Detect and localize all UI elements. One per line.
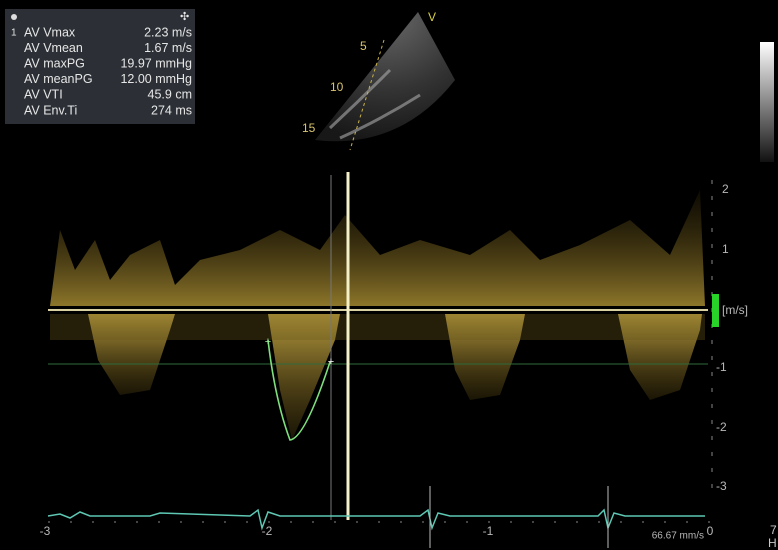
- measure-label: AV meanPG: [24, 72, 93, 86]
- trace-marker: +: [265, 336, 271, 348]
- measure-value: 19.97 mmHg: [120, 56, 192, 70]
- measure-value: 1.67 m/s: [144, 41, 192, 55]
- doppler-spectrum: + +: [48, 172, 708, 520]
- measure-label: AV Vmean: [24, 41, 83, 55]
- depth-label: 15: [302, 121, 316, 135]
- measure-value: 12.00 mmHg: [120, 72, 192, 86]
- unit-label: [m/s]: [722, 303, 748, 317]
- grayscale-bar: [760, 42, 774, 162]
- tick-label: -1: [716, 360, 727, 374]
- measure-label: AV Vmax: [24, 25, 76, 39]
- tick-label: 2: [722, 182, 729, 196]
- tick-label: 1: [722, 242, 729, 256]
- measure-label: AV VTI: [24, 88, 63, 102]
- measure-value: 45.9 cm: [148, 88, 192, 102]
- tick-label: -3: [716, 479, 727, 493]
- baseline-handle[interactable]: [712, 294, 719, 327]
- ultrasound-screen: ✣ 1 AV Vmax 2.23 m/s AV Vmean 1.67 m/s AV ma…: [0, 0, 778, 550]
- edge-label: H: [768, 536, 777, 550]
- velocity-axis: 2 1 [m/s] -1 -2 -3: [712, 180, 748, 500]
- measurement-panel: ✣ 1 AV Vmax 2.23 m/s AV Vmean 1.67 m/s AV ma…: [5, 9, 195, 124]
- forward-flow: [50, 190, 705, 306]
- tick-label: -3: [40, 524, 51, 538]
- sweep-speed: 66.67 mm/s: [652, 531, 704, 542]
- tick-label: -2: [262, 524, 273, 538]
- edge-label: 7: [770, 523, 777, 537]
- tick-label: -2: [716, 420, 727, 434]
- tick-label: -1: [483, 524, 494, 538]
- trace-marker: +: [328, 356, 334, 368]
- move-icon: ✣: [180, 11, 189, 23]
- sector-image: V 5 10 15: [302, 10, 455, 150]
- panel-icon: [11, 14, 17, 20]
- tick-label: 0: [707, 524, 714, 538]
- measure-label: AV maxPG: [24, 56, 85, 70]
- depth-label: 5: [360, 39, 367, 53]
- sector-marker: V: [428, 10, 436, 24]
- low-velocity-noise: [50, 314, 705, 340]
- time-axis: -3 -2 -1 0 66.67 mm/s: [40, 522, 714, 542]
- measure-value: 2.23 m/s: [144, 25, 192, 39]
- depth-label: 10: [330, 80, 344, 94]
- measure-value: 274 ms: [151, 103, 192, 117]
- ecg-trace: [48, 510, 705, 528]
- measure-label: AV Env.Ti: [24, 103, 77, 117]
- measure-marker: 1: [11, 28, 17, 39]
